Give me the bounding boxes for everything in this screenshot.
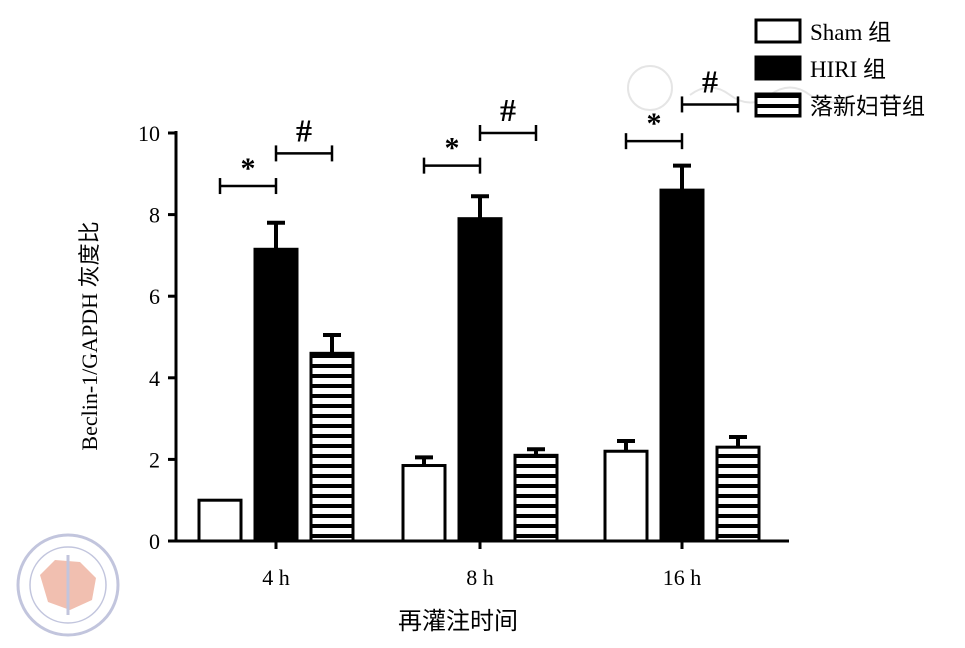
bar — [457, 217, 503, 543]
x-tick-label: 8 h — [466, 565, 494, 590]
legend-label: Sham 组 — [810, 20, 891, 45]
y-tick-label: 2 — [149, 447, 160, 472]
bar — [513, 453, 559, 543]
legend-swatch — [754, 55, 802, 81]
bar — [603, 449, 649, 543]
significance-symbol: * — [647, 107, 662, 140]
plot-area: 0 2 4 6 8 10 4 h 8 h 16 h * # * # * # — [138, 63, 789, 590]
legend-swatch — [754, 92, 802, 118]
y-axis-label: Beclin-1/GAPDH 灰度比 — [77, 221, 102, 450]
x-tick-label: 4 h — [262, 565, 290, 590]
bar — [401, 464, 447, 543]
x-tick-label: 16 h — [663, 565, 702, 590]
seal-watermark-icon — [16, 533, 120, 637]
significance-symbol: # — [296, 112, 312, 148]
legend-swatch — [754, 18, 802, 44]
significance-symbol: # — [500, 92, 516, 128]
bar — [197, 498, 243, 543]
y-tick-label: 6 — [149, 284, 160, 309]
y-tick-label: 0 — [149, 529, 160, 554]
bar — [715, 445, 761, 543]
legend-label: 落新妇苷组 — [810, 94, 925, 119]
significance-symbol: * — [445, 132, 460, 165]
legend-label: HIRI 组 — [810, 57, 886, 82]
bar — [253, 247, 299, 543]
x-axis-label: 再灌注时间 — [398, 608, 518, 635]
y-tick-label: 10 — [138, 121, 160, 146]
bar — [659, 188, 705, 543]
significance-symbol: * — [241, 152, 256, 185]
significance-symbol: # — [702, 63, 718, 99]
bar — [309, 351, 355, 543]
y-tick-label: 4 — [149, 366, 160, 391]
y-tick-label: 8 — [149, 203, 160, 228]
